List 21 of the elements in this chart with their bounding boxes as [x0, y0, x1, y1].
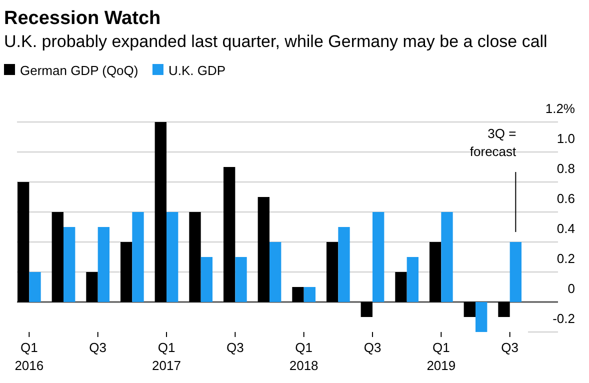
y-tick-label: -0.2 — [552, 311, 575, 326]
annotation: 3Q = forecast — [470, 126, 517, 159]
y-tick-label: 0.8 — [556, 161, 575, 176]
x-tick-label: Q1 2019 — [426, 340, 456, 373]
y-tick-label: 0 — [568, 281, 575, 296]
x-tick-label: Q3 — [89, 340, 107, 355]
y-tick-label: 1.0 — [556, 131, 575, 146]
x-tick-label: Q1 2017 — [152, 340, 181, 373]
chart-title: Recession Watch — [4, 8, 161, 29]
x-tick-label: Q3 — [501, 340, 519, 355]
legend-label: U.K. GDP — [168, 63, 226, 78]
legend-label: German GDP (QoQ) — [20, 63, 138, 78]
y-tick-label: 0.6 — [556, 191, 575, 206]
y-tick-label: 0.2 — [556, 251, 575, 266]
x-tick-label: Q1 2016 — [14, 340, 44, 373]
x-tick-label: Q3 — [364, 340, 382, 355]
y-tick-label: 1.2% — [545, 101, 576, 116]
chart-subtitle: U.K. probably expanded last quarter, while Germany may be a close call — [4, 32, 548, 51]
x-tick-label: Q1 2018 — [289, 340, 318, 373]
x-tick-label: Q3 — [226, 340, 244, 355]
y-tick-label: 0.4 — [556, 221, 575, 236]
